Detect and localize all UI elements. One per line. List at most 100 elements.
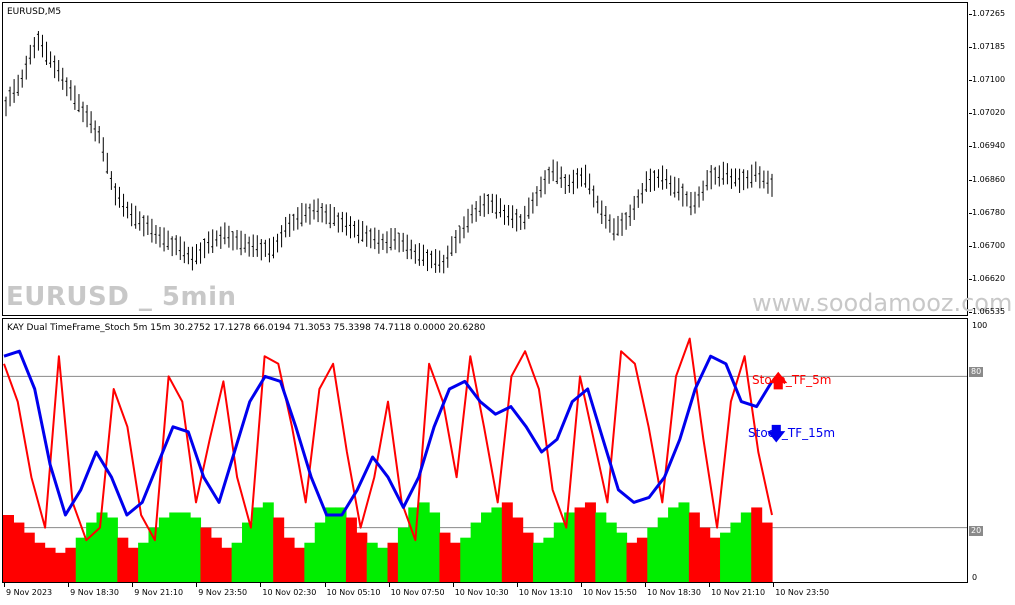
histogram-bar <box>190 517 202 582</box>
price-label: 1.07185 <box>972 42 1006 52</box>
price-label: 1.07020 <box>972 108 1006 118</box>
histogram-bar <box>574 507 586 582</box>
price-tick <box>969 245 972 247</box>
histogram-bar <box>34 542 46 582</box>
histogram-bar <box>148 527 160 582</box>
histogram-bar <box>616 532 628 582</box>
site-watermark: www.soodamooz.com <box>752 289 1013 317</box>
histogram-bar <box>335 507 347 582</box>
price-label: 1.06535 <box>972 307 1006 316</box>
histogram-bar <box>491 507 503 582</box>
time-tick <box>4 583 5 587</box>
time-tick <box>68 583 70 587</box>
indicator-axis: 100 0 <box>969 318 1015 588</box>
price-label: 1.06620 <box>972 273 1006 283</box>
histogram-bar <box>86 522 98 582</box>
histogram-bar <box>54 552 66 582</box>
histogram-bar <box>314 522 326 582</box>
histogram-bar <box>460 537 472 582</box>
histogram-bar <box>408 507 420 582</box>
histogram-bar <box>23 532 35 582</box>
price-label: 1.06700 <box>972 240 1006 250</box>
price-label: 1.06860 <box>972 174 1006 184</box>
histogram-bar <box>366 542 378 582</box>
histogram-bar <box>273 517 285 582</box>
histogram-bar <box>3 515 14 582</box>
signal-5m-label: Stoch_TF_5m <box>752 373 832 387</box>
histogram-bar <box>449 542 461 582</box>
time-label: 9 Nov 23:50 <box>198 588 248 597</box>
time-label: 10 Nov 13:10 <box>518 588 573 597</box>
histogram-bar <box>231 542 243 582</box>
stoch-15m-line <box>3 349 774 517</box>
price-label: 1.06780 <box>972 207 1006 217</box>
histogram-bar <box>293 547 305 582</box>
histogram-bar <box>65 547 77 582</box>
chart-symbol-title: EURUSD,M5 <box>7 7 62 17</box>
histogram-bar <box>688 512 700 582</box>
symbol-watermark: EURUSD _ 5min <box>6 282 237 312</box>
histogram-bar <box>699 527 711 582</box>
histogram-bar <box>532 542 544 582</box>
histogram-bar <box>584 502 596 582</box>
time-label: 9 Nov 18:30 <box>70 588 119 597</box>
price-tick <box>969 146 972 148</box>
time-label: 10 Nov 18:30 <box>647 588 701 597</box>
histogram-bar <box>481 512 493 582</box>
histogram-bar <box>553 522 565 582</box>
histogram-bar <box>668 507 680 582</box>
histogram-bar <box>304 542 316 582</box>
histogram-bar <box>595 512 607 582</box>
time-tick <box>773 583 775 587</box>
time-tick <box>709 583 711 587</box>
histogram-bar <box>740 512 752 582</box>
time-tick <box>324 583 326 587</box>
histogram-bar <box>397 527 409 582</box>
time-label: 10 Nov 07:50 <box>390 588 445 597</box>
histogram-bar <box>179 512 191 582</box>
histogram-bar <box>210 537 222 582</box>
indicator-scale-label: 100 <box>972 321 988 330</box>
price-axis: 1.07265 1.07185 1.07100 1.07020 1.06940 1.068… <box>969 0 1015 320</box>
histogram-bar <box>345 517 357 582</box>
histogram-bar <box>470 522 482 582</box>
price-tick <box>969 212 972 214</box>
histogram-bar <box>106 517 118 582</box>
level-20-marker: 20 <box>969 526 984 536</box>
time-tick <box>388 583 390 587</box>
histogram-bar <box>13 522 25 582</box>
time-tick <box>260 583 262 587</box>
histogram-bar <box>626 542 638 582</box>
stoch-5m-line <box>3 337 773 542</box>
histogram-bar <box>512 517 524 582</box>
histogram-bar <box>221 547 233 582</box>
price-tick <box>969 14 972 15</box>
histogram-bar <box>522 532 534 582</box>
histogram-bar <box>262 502 274 582</box>
time-label: 10 Nov 15:50 <box>582 588 637 597</box>
histogram-bar <box>75 537 87 582</box>
time-tick <box>196 583 198 587</box>
histogram-bar <box>439 532 451 582</box>
histogram-bar <box>283 537 295 582</box>
histogram-bar <box>751 507 763 582</box>
up-arrow-icon: 🡅 <box>769 371 788 392</box>
histogram-bar <box>636 537 648 582</box>
histogram-bar <box>564 512 576 582</box>
histogram-bar <box>730 522 742 582</box>
time-tick <box>580 583 582 587</box>
time-tick <box>132 583 134 587</box>
price-tick <box>969 312 972 313</box>
histogram-bar <box>543 537 555 582</box>
histogram-bar <box>418 502 430 582</box>
histogram-bar <box>605 522 617 582</box>
price-chart-panel[interactable]: EURUSD,M5 <box>2 2 968 316</box>
histogram-bar <box>242 522 254 582</box>
histogram-bar <box>657 517 669 582</box>
time-tick <box>645 583 646 587</box>
histogram-bar <box>127 547 139 582</box>
histogram-bar <box>678 502 690 582</box>
price-label: 1.06940 <box>972 141 1006 151</box>
histogram-bar <box>387 542 399 582</box>
